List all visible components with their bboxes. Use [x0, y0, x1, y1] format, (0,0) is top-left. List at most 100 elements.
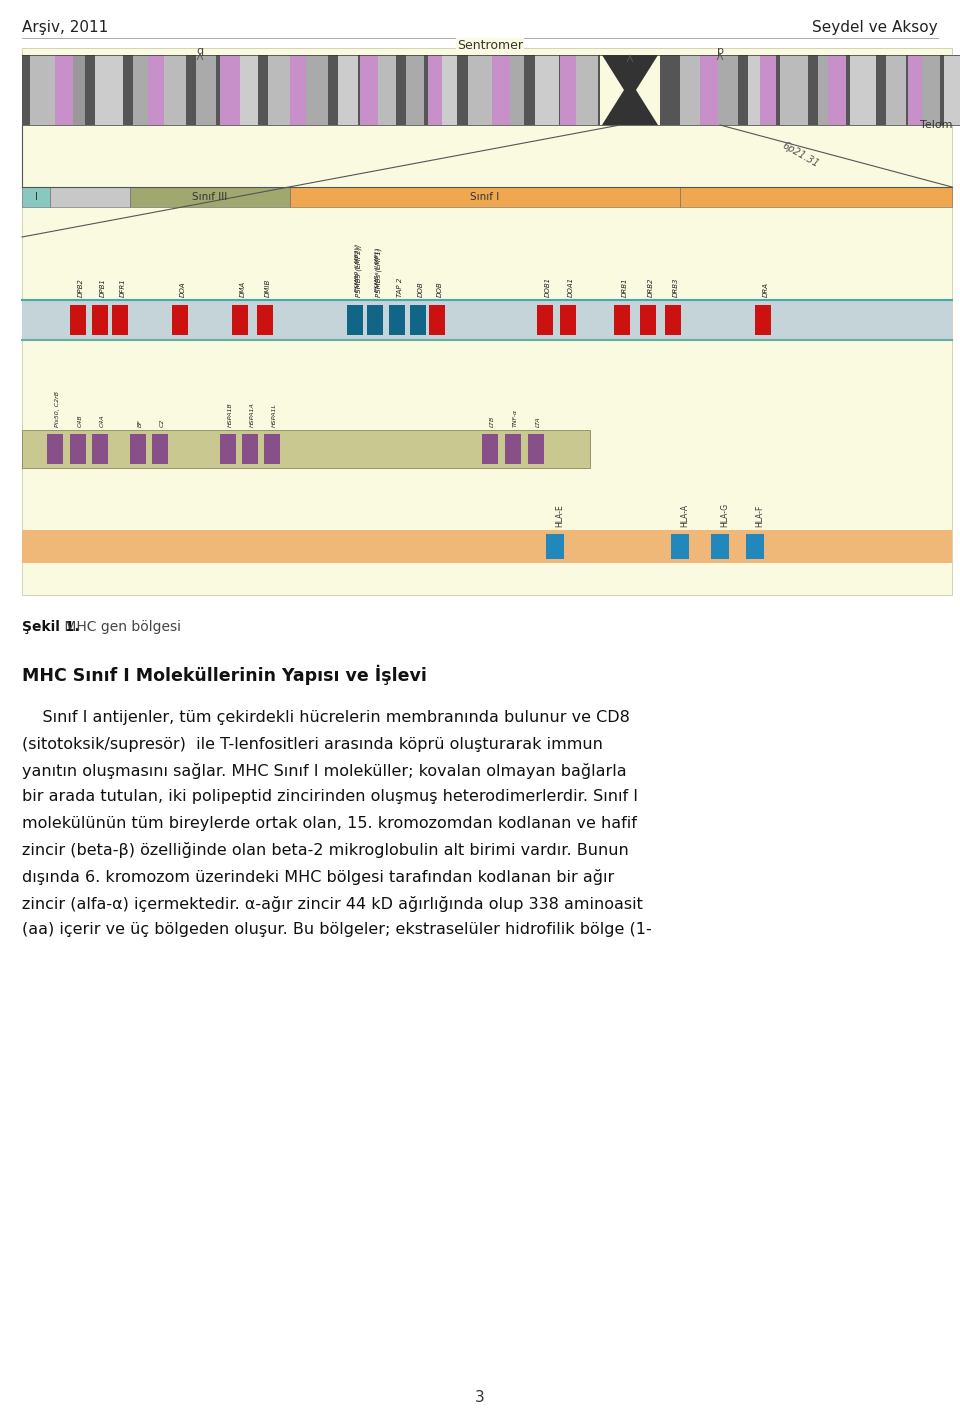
Bar	[755, 306, 771, 335]
Text: p: p	[716, 46, 724, 56]
Bar	[95, 55, 123, 125]
Bar	[220, 434, 236, 465]
Text: DMIB: DMIB	[265, 279, 271, 297]
Bar	[560, 306, 576, 335]
Text: HLA-E: HLA-E	[555, 504, 564, 527]
Bar	[196, 55, 216, 125]
Bar	[70, 434, 86, 465]
Bar	[671, 534, 689, 559]
Text: TNF-α: TNF-α	[513, 408, 518, 427]
Text: LTB: LTB	[490, 415, 495, 427]
Text: DRB3: DRB3	[673, 277, 679, 297]
Text: 6p21.31: 6p21.31	[780, 141, 820, 169]
Polygon shape	[602, 55, 658, 90]
Text: dışında 6. kromozom üzerindeki MHC bölgesi tarafından kodlanan bir ağır: dışında 6. kromozom üzerindeki MHC bölge…	[22, 869, 614, 886]
Text: C2: C2	[160, 418, 165, 427]
Text: PSMB9 (LMP2)/: PSMB9 (LMP2)/	[355, 245, 360, 291]
Text: Sınıf I antijenler, tüm çekirdekli hücrelerin membranında bulunur ve CD8: Sınıf I antijenler, tüm çekirdekli hücre…	[22, 710, 630, 725]
Bar	[600, 55, 660, 125]
Bar	[172, 306, 188, 335]
Bar	[22, 48, 952, 596]
Bar	[760, 55, 776, 125]
Bar	[944, 55, 960, 125]
Text: Pls50, C2rB: Pls50, C2rB	[55, 391, 60, 427]
Bar	[55, 55, 73, 125]
Text: 3: 3	[475, 1390, 485, 1405]
Bar	[112, 306, 128, 335]
Bar	[482, 434, 498, 465]
Text: Arşiv, 2011: Arşiv, 2011	[22, 20, 108, 35]
Bar	[535, 55, 559, 125]
Bar	[828, 55, 846, 125]
Bar	[528, 434, 544, 465]
Bar	[360, 55, 378, 125]
Text: Sınıf III: Sınıf III	[192, 191, 228, 201]
Bar	[264, 434, 280, 465]
Bar	[908, 55, 922, 125]
Text: DOA: DOA	[180, 282, 186, 297]
Bar	[65, 55, 85, 125]
Text: HSPA1L: HSPA1L	[272, 403, 277, 427]
Bar	[468, 55, 494, 125]
Bar	[680, 187, 952, 207]
Text: HSPA1A: HSPA1A	[250, 403, 255, 427]
Polygon shape	[602, 90, 658, 125]
Bar	[152, 434, 168, 465]
Bar	[570, 55, 598, 125]
Bar	[162, 55, 186, 125]
Text: Şekil 1.: Şekil 1.	[22, 620, 80, 634]
Text: (sitotoksik/supresör)  ile T-lenfositleri arasında köprü oluşturarak immun: (sitotoksik/supresör) ile T-lenfositleri…	[22, 736, 603, 752]
Text: zincir (beta-β) özelliğinde olan beta-2 mikroglobulin alt birimi vardır. Bunun: zincir (beta-β) özelliğinde olan beta-2 …	[22, 842, 629, 859]
Text: Seydel ve Aksoy: Seydel ve Aksoy	[812, 20, 938, 35]
Bar	[22, 300, 952, 339]
Bar	[232, 306, 248, 335]
Bar	[22, 429, 590, 467]
Text: I: I	[35, 191, 37, 201]
Text: C4B: C4B	[78, 414, 83, 427]
Text: HSPA1B: HSPA1B	[228, 403, 233, 427]
Bar	[268, 55, 290, 125]
Bar	[92, 434, 108, 465]
Bar	[130, 434, 146, 465]
Text: MHC Sınıf I Moleküllerinin Yapısı ve İşlevi: MHC Sınıf I Moleküllerinin Yapısı ve İşl…	[22, 665, 427, 686]
Text: (aa) içerir ve üç bölgeden oluşur. Bu bölgeler; ekstraselüler hidrofilik bölge (: (aa) içerir ve üç bölgeden oluşur. Bu bö…	[22, 922, 652, 936]
Text: Telom: Telom	[920, 120, 952, 130]
Bar	[916, 55, 940, 125]
Text: BF: BF	[138, 420, 143, 427]
Bar	[257, 306, 273, 335]
Text: LTA: LTA	[536, 417, 541, 427]
Text: TAP 2: TAP 2	[397, 277, 403, 297]
Text: Sentromer: Sentromer	[457, 39, 523, 52]
Bar	[70, 306, 86, 335]
Bar	[300, 55, 328, 125]
Bar	[429, 306, 445, 335]
Bar	[290, 187, 680, 207]
Bar	[537, 306, 553, 335]
Bar	[780, 55, 808, 125]
Bar	[367, 306, 383, 335]
Bar	[665, 306, 681, 335]
Bar	[92, 306, 108, 335]
Bar	[700, 55, 718, 125]
Text: HLA-G: HLA-G	[720, 503, 729, 527]
Text: DMA: DMA	[240, 280, 246, 297]
Bar	[338, 55, 358, 125]
Bar	[850, 55, 876, 125]
Text: DOA1: DOA1	[568, 277, 574, 297]
Bar	[50, 187, 130, 207]
Bar	[435, 55, 457, 125]
Text: DOB: DOB	[418, 282, 424, 297]
Bar	[818, 55, 840, 125]
Bar	[130, 187, 290, 207]
Bar	[886, 55, 906, 125]
Text: DOB: DOB	[437, 282, 443, 297]
Text: DPB1: DPB1	[100, 279, 106, 297]
Bar	[30, 55, 55, 125]
Bar	[389, 306, 405, 335]
Bar	[428, 55, 442, 125]
Bar	[748, 55, 768, 125]
Bar	[492, 55, 510, 125]
Text: HLA-A: HLA-A	[680, 504, 689, 527]
Text: MHC gen bölgesi: MHC gen bölgesi	[60, 620, 181, 634]
Text: PSMBs (LMP1): PSMBs (LMP1)	[375, 248, 380, 291]
